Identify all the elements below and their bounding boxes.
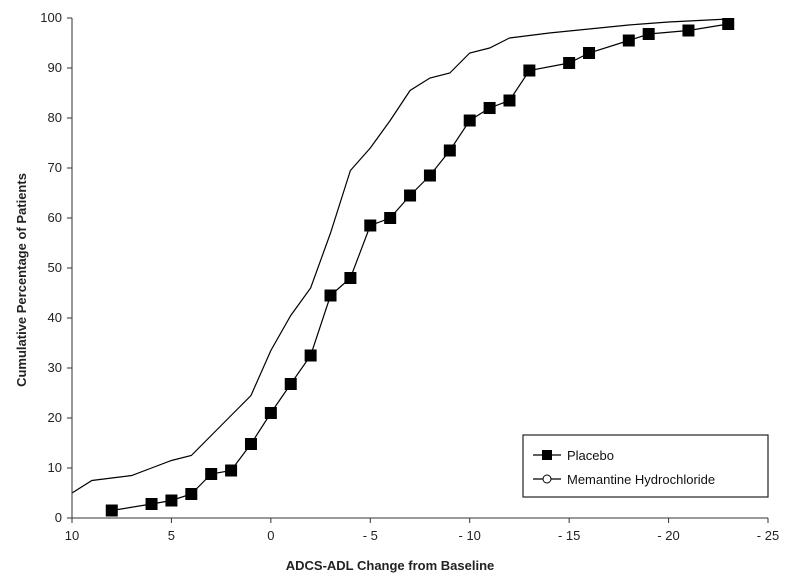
placebo-point (423, 169, 436, 182)
x-tick-label: - 20 (657, 528, 679, 543)
y-tick-label: 60 (48, 210, 62, 225)
y-axis-ticks: 0 10 20 30 40 50 60 70 80 90 100 (40, 10, 72, 525)
y-tick-label: 40 (48, 310, 62, 325)
placebo-point (722, 18, 735, 30)
y-tick-label: 70 (48, 160, 62, 175)
x-tick-label: 10 (65, 528, 79, 543)
placebo-point (563, 57, 576, 69)
placebo-point (324, 289, 337, 302)
placebo-point (244, 438, 257, 450)
placebo-point (443, 144, 456, 157)
legend-placebo-marker (542, 450, 552, 460)
placebo-point (384, 212, 397, 224)
y-tick-label: 100 (40, 10, 62, 25)
placebo-point (364, 219, 377, 232)
placebo-point (284, 378, 297, 390)
y-tick-label: 80 (48, 110, 62, 125)
placebo-point (304, 349, 317, 362)
placebo-point (523, 64, 536, 77)
x-tick-label: - 5 (363, 528, 378, 543)
placebo-point (165, 494, 178, 507)
placebo-point (483, 102, 496, 114)
y-tick-label: 50 (48, 260, 62, 275)
y-tick-label: 10 (48, 460, 62, 475)
x-tick-label: - 15 (558, 528, 580, 543)
y-tick-label: 20 (48, 410, 62, 425)
x-tick-label: - 10 (459, 528, 481, 543)
placebo-point (264, 407, 277, 419)
y-tick-label: 0 (55, 510, 62, 525)
placebo-point (145, 498, 158, 510)
placebo-point (105, 504, 118, 517)
placebo-point (583, 47, 596, 59)
y-tick-label: 90 (48, 60, 62, 75)
placebo-point (622, 34, 635, 47)
placebo-point (185, 488, 198, 500)
placebo-point (682, 24, 695, 37)
legend-memantine-label: Memantine Hydrochloride (567, 472, 715, 487)
placebo-point (344, 272, 357, 284)
y-tick-label: 30 (48, 360, 62, 375)
placebo-point (463, 114, 476, 127)
legend-placebo-label: Placebo (567, 448, 614, 463)
placebo-point (225, 464, 238, 477)
legend-memantine-marker (542, 474, 552, 484)
x-tick-label: - 25 (757, 528, 779, 543)
x-axis-ticks: 10 5 0 - 5 - 10 - 15 - 20 - 25 (65, 518, 779, 543)
placebo-point (503, 94, 516, 107)
y-axis-title: Cumulative Percentage of Patients (14, 173, 29, 387)
memantine-line (71, 18, 729, 494)
placebo-point (205, 468, 218, 480)
plot-lines (71, 18, 735, 517)
x-axis-title: ADCS-ADL Change from Baseline (286, 558, 495, 573)
placebo-point (404, 189, 417, 202)
placebo-point (642, 28, 655, 40)
x-tick-label: 0 (267, 528, 274, 543)
legend-box (522, 434, 769, 498)
x-tick-label: 5 (168, 528, 175, 543)
legend: Placebo Memantine Hydrochloride (522, 434, 769, 498)
